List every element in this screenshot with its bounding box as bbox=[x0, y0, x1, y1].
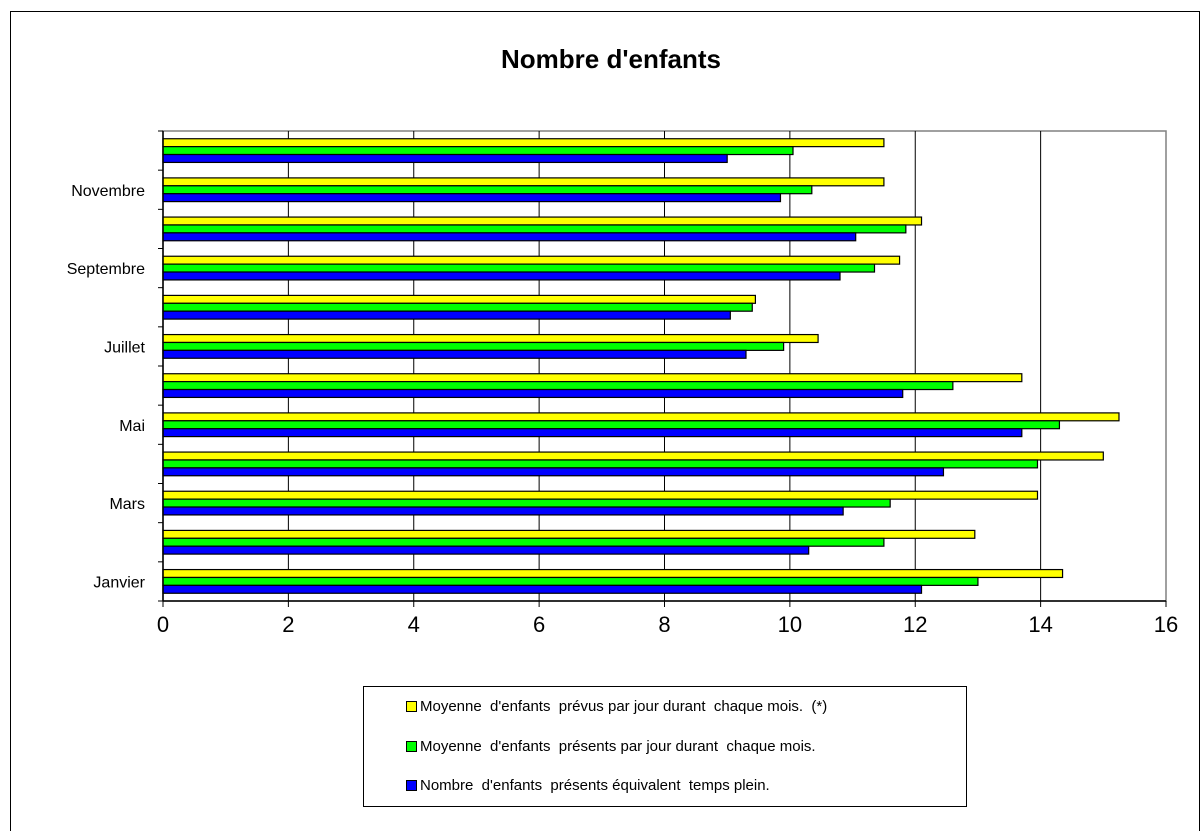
legend-item-planned: Moyenne d'enfants prévus par jour durant… bbox=[406, 698, 827, 715]
bar bbox=[162, 388, 904, 399]
bar bbox=[162, 506, 844, 516]
x-tick-label: 0 bbox=[157, 612, 169, 637]
bar bbox=[162, 545, 810, 555]
bar bbox=[162, 498, 891, 508]
y-tick-label: Janvier bbox=[93, 574, 145, 591]
y-tick-label: Juillet bbox=[104, 339, 145, 356]
x-tick-label: 16 bbox=[1154, 612, 1178, 637]
bar bbox=[162, 373, 1023, 383]
bar bbox=[162, 153, 728, 164]
bar bbox=[162, 349, 747, 359]
bar bbox=[162, 467, 945, 477]
y-tick-label: Novembre bbox=[71, 183, 145, 200]
bar bbox=[162, 224, 907, 234]
bar bbox=[162, 263, 876, 273]
bar bbox=[162, 177, 885, 187]
legend-swatch-yellow bbox=[406, 701, 417, 712]
x-tick-label: 8 bbox=[658, 612, 670, 637]
y-tick-label: Mai bbox=[119, 418, 145, 435]
legend-swatch-blue bbox=[406, 780, 417, 791]
bar bbox=[162, 138, 885, 148]
legend-label-present: Moyenne d'enfants présents par jour dura… bbox=[420, 738, 816, 755]
legend-item-fulltime: Nombre d'enfants présents équivalent tem… bbox=[406, 777, 770, 794]
legend-swatch-green bbox=[406, 741, 417, 752]
bar bbox=[162, 333, 819, 344]
legend-item-present: Moyenne d'enfants présents par jour dura… bbox=[406, 738, 816, 755]
bar bbox=[162, 459, 1039, 469]
legend-label-fulltime: Nombre d'enfants présents équivalent tem… bbox=[420, 777, 770, 794]
bar-chart: 0 2 4 6 8 10 12 14 16 Janvier Mars Mai Juillet Septem… bbox=[67, 130, 1178, 637]
bar bbox=[162, 341, 785, 351]
chart-frame bbox=[10, 11, 1200, 831]
chart-title: Nombre d'enfants bbox=[501, 44, 721, 74]
bar bbox=[162, 490, 1039, 500]
chart-legend: Moyenne d'enfants prévus par jour durant… bbox=[363, 686, 967, 807]
bar bbox=[162, 302, 753, 312]
y-tick-label: Septembre bbox=[67, 261, 145, 278]
bar bbox=[162, 232, 857, 242]
x-tick-label: 12 bbox=[903, 612, 927, 637]
bar bbox=[162, 271, 841, 281]
bar bbox=[162, 576, 979, 586]
bar bbox=[162, 428, 1023, 438]
legend-label-planned: Moyenne d'enfants prévus par jour durant… bbox=[420, 698, 828, 715]
bar bbox=[162, 255, 901, 265]
bar bbox=[162, 529, 976, 539]
x-tick-label: 10 bbox=[778, 612, 802, 637]
bar bbox=[162, 185, 813, 195]
bar bbox=[162, 584, 923, 594]
x-tick-label: 14 bbox=[1028, 612, 1052, 637]
bar bbox=[162, 412, 1120, 422]
bar bbox=[162, 146, 794, 156]
bar bbox=[162, 537, 885, 547]
bar bbox=[162, 568, 1064, 579]
x-tick-label: 6 bbox=[533, 612, 545, 637]
bar bbox=[162, 294, 756, 304]
bar bbox=[162, 193, 782, 203]
x-tick-label: 4 bbox=[408, 612, 420, 637]
bar bbox=[162, 310, 731, 320]
y-tick-label: Mars bbox=[109, 496, 145, 513]
bar bbox=[162, 420, 1061, 430]
bar bbox=[162, 451, 1104, 461]
bar bbox=[162, 381, 954, 391]
x-tick-label: 2 bbox=[282, 612, 294, 637]
bar bbox=[162, 216, 923, 226]
